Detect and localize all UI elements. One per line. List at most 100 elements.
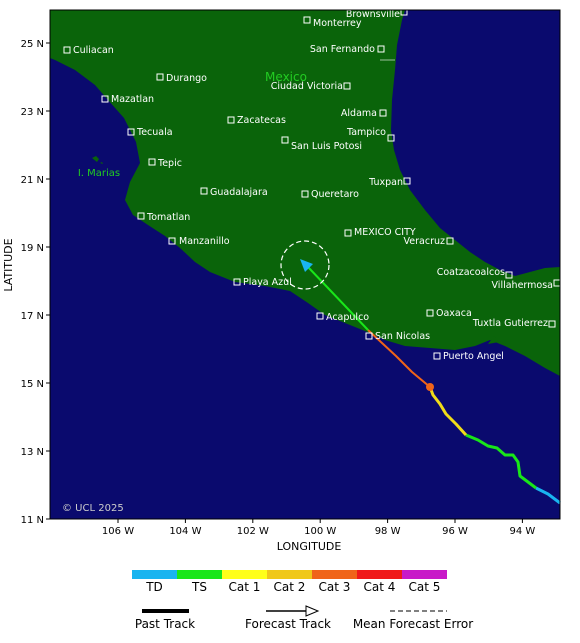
city-label: San Fernando: [310, 44, 375, 55]
city-marker: [365, 332, 373, 340]
city-label: Durango: [166, 73, 207, 84]
legend-forecast-arrow: [305, 605, 320, 617]
legend: TD TS Cat 1 Cat 2 Cat 3 Cat 4 Cat 5 Past Track F…: [132, 570, 473, 631]
legend-swatch: [132, 570, 177, 579]
track-cat1: [428, 386, 468, 437]
city-marker: [227, 116, 235, 124]
city-label: Guadalajara: [210, 187, 268, 198]
x-tick-label: 100 W: [304, 526, 336, 537]
city-label: Oaxaca: [436, 308, 472, 319]
forecast-track: [307, 266, 369, 331]
city-label: Brownsville: [346, 9, 400, 20]
city-label: MEXICO CITY: [354, 227, 416, 238]
city-label: San Luis Potosi: [291, 141, 362, 152]
x-tick-label: 96 W: [442, 526, 468, 537]
city-label: Tecuala: [136, 127, 173, 138]
city-label: Villahermosa: [492, 280, 553, 291]
legend-swatch: [177, 570, 222, 579]
city-marker: [200, 187, 208, 195]
city-marker: [446, 237, 454, 245]
track-td: [535, 486, 561, 505]
city-marker: [156, 73, 164, 81]
legend-swatch: [267, 570, 312, 579]
legend-category: Cat 2: [274, 580, 306, 594]
legend-category: TS: [191, 580, 207, 594]
city-label: Culiacan: [73, 45, 114, 56]
city-label: Acapulco: [326, 312, 369, 323]
city-marker: [301, 190, 309, 198]
land: [50, 10, 560, 376]
city-label: Playa Azul: [243, 277, 292, 288]
legend-category: Cat 3: [319, 580, 351, 594]
y-tick-label: 21 N: [21, 175, 44, 186]
city-label: Tomatlan: [146, 212, 190, 223]
y-axis-label: LATITUDE: [2, 238, 15, 291]
city-label: Zacatecas: [237, 115, 286, 126]
island-label: I. Marias: [78, 168, 120, 179]
city-label: Coatzacoalcos: [437, 267, 505, 278]
track-ts: [465, 433, 537, 490]
city-marker: [548, 320, 556, 328]
y-tick-label: 23 N: [21, 107, 44, 118]
city-label: Manzanillo: [179, 236, 230, 247]
city-marker: [344, 229, 352, 237]
legend-category: Cat 4: [364, 580, 396, 594]
city-marker: [343, 82, 351, 90]
city-marker: [433, 352, 441, 360]
city-marker: [63, 46, 71, 54]
forecast-error-circle: [280, 240, 330, 290]
storm-track: [280, 240, 561, 505]
x-tick-label: 106 W: [102, 526, 134, 537]
x-axis-label: LONGITUDE: [277, 540, 342, 553]
city-marker: [127, 128, 135, 136]
city-label: Tuxtla Gutierrez: [472, 318, 548, 329]
city-marker: [137, 212, 145, 220]
city-marker: [403, 177, 411, 185]
y-tick-label: 17 N: [21, 311, 44, 322]
x-tick-label: 104 W: [169, 526, 201, 537]
city-marker: [387, 134, 395, 142]
forecast-arrow: [300, 259, 313, 272]
city-label: Queretaro: [311, 189, 359, 200]
track-point: [426, 383, 434, 391]
country-label: Mexico: [265, 70, 307, 84]
city-marker: [148, 158, 156, 166]
land-detail: [488, 336, 499, 344]
city-marker: [303, 16, 311, 24]
city-label: Mazatlan: [111, 94, 154, 105]
y-tick-label: 13 N: [21, 447, 44, 458]
x-tick-label: 102 W: [237, 526, 269, 537]
y-tick-label: 19 N: [21, 243, 44, 254]
legend-swatch: [312, 570, 357, 579]
city-marker: [400, 8, 408, 16]
axes: 106 W 104 W 102 W 100 W 98 W 96 W 94 W 25 N 23 N…: [21, 39, 536, 537]
legend-swatch: [357, 570, 402, 579]
track-cat3: [367, 329, 431, 388]
city-label: Veracruz: [404, 236, 445, 247]
city-label: Aldama: [341, 108, 377, 119]
city-marker: [377, 45, 385, 53]
legend-item: Mean Forecast Error: [353, 617, 473, 631]
legend-category: Cat 5: [409, 580, 441, 594]
city-marker: [316, 312, 324, 320]
city-marker: [281, 136, 289, 144]
city-label: Tepic: [157, 158, 182, 169]
city-label: Monterrey: [313, 18, 362, 29]
city-marker: [426, 309, 434, 317]
city-marker: [233, 278, 241, 286]
credit: © UCL 2025: [62, 503, 124, 514]
legend-category: TD: [145, 580, 163, 594]
map-frame: [49, 9, 561, 520]
y-tick-label: 25 N: [21, 39, 44, 50]
islands: [92, 156, 103, 164]
city-label: Puerto Angel: [443, 351, 504, 362]
city-label: Ciudad Victoria: [271, 81, 343, 92]
legend-item: Past Track: [135, 617, 195, 631]
y-tick-label: 15 N: [21, 379, 44, 390]
city-marker: [379, 109, 387, 117]
city-label: Tampico: [346, 127, 386, 138]
city-marker: [101, 95, 109, 103]
x-tick-label: 94 W: [510, 526, 536, 537]
